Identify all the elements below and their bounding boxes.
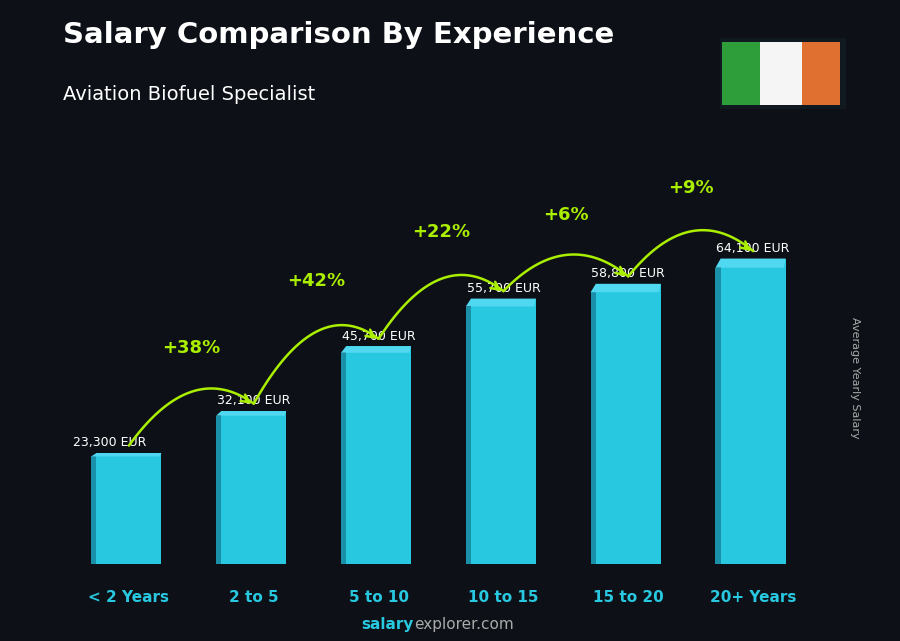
- Text: +22%: +22%: [412, 223, 470, 241]
- Text: 5 to 10: 5 to 10: [348, 590, 409, 604]
- Text: 10 to 15: 10 to 15: [468, 590, 539, 604]
- Text: 23,300 EUR: 23,300 EUR: [74, 437, 147, 449]
- Text: 2 to 5: 2 to 5: [229, 590, 279, 604]
- Bar: [760, 42, 802, 106]
- Text: explorer.com: explorer.com: [414, 617, 514, 632]
- Text: 45,700 EUR: 45,700 EUR: [342, 329, 416, 342]
- Text: Aviation Biofuel Specialist: Aviation Biofuel Specialist: [63, 85, 315, 104]
- Text: +9%: +9%: [668, 179, 714, 197]
- Polygon shape: [466, 299, 536, 306]
- Bar: [346, 346, 411, 564]
- Text: 15 to 20: 15 to 20: [593, 590, 663, 604]
- Text: < 2 Years: < 2 Years: [88, 590, 169, 604]
- Polygon shape: [716, 258, 786, 268]
- Bar: [721, 258, 786, 564]
- Bar: [221, 411, 286, 564]
- Text: 58,800 EUR: 58,800 EUR: [591, 267, 665, 280]
- Text: salary: salary: [362, 617, 414, 632]
- Polygon shape: [216, 411, 286, 415]
- Bar: [96, 453, 161, 564]
- Text: 64,100 EUR: 64,100 EUR: [716, 242, 790, 255]
- Bar: [471, 299, 536, 564]
- Polygon shape: [91, 453, 161, 456]
- Text: 55,700 EUR: 55,700 EUR: [466, 282, 540, 295]
- Text: +42%: +42%: [287, 272, 346, 290]
- Bar: [802, 42, 840, 106]
- Text: +6%: +6%: [543, 206, 589, 224]
- Text: +38%: +38%: [162, 339, 220, 357]
- Text: Average Yearly Salary: Average Yearly Salary: [850, 317, 860, 439]
- Text: 32,100 EUR: 32,100 EUR: [217, 394, 291, 408]
- Bar: [466, 306, 471, 564]
- Bar: [341, 353, 346, 564]
- Text: Salary Comparison By Experience: Salary Comparison By Experience: [63, 21, 614, 49]
- Bar: [596, 284, 661, 564]
- Bar: [91, 456, 96, 564]
- Bar: [216, 415, 221, 564]
- Bar: [590, 292, 596, 564]
- Polygon shape: [590, 284, 661, 292]
- Bar: [722, 42, 760, 106]
- Bar: [716, 268, 721, 564]
- Text: 20+ Years: 20+ Years: [710, 590, 796, 604]
- FancyBboxPatch shape: [716, 35, 850, 113]
- Polygon shape: [341, 346, 411, 353]
